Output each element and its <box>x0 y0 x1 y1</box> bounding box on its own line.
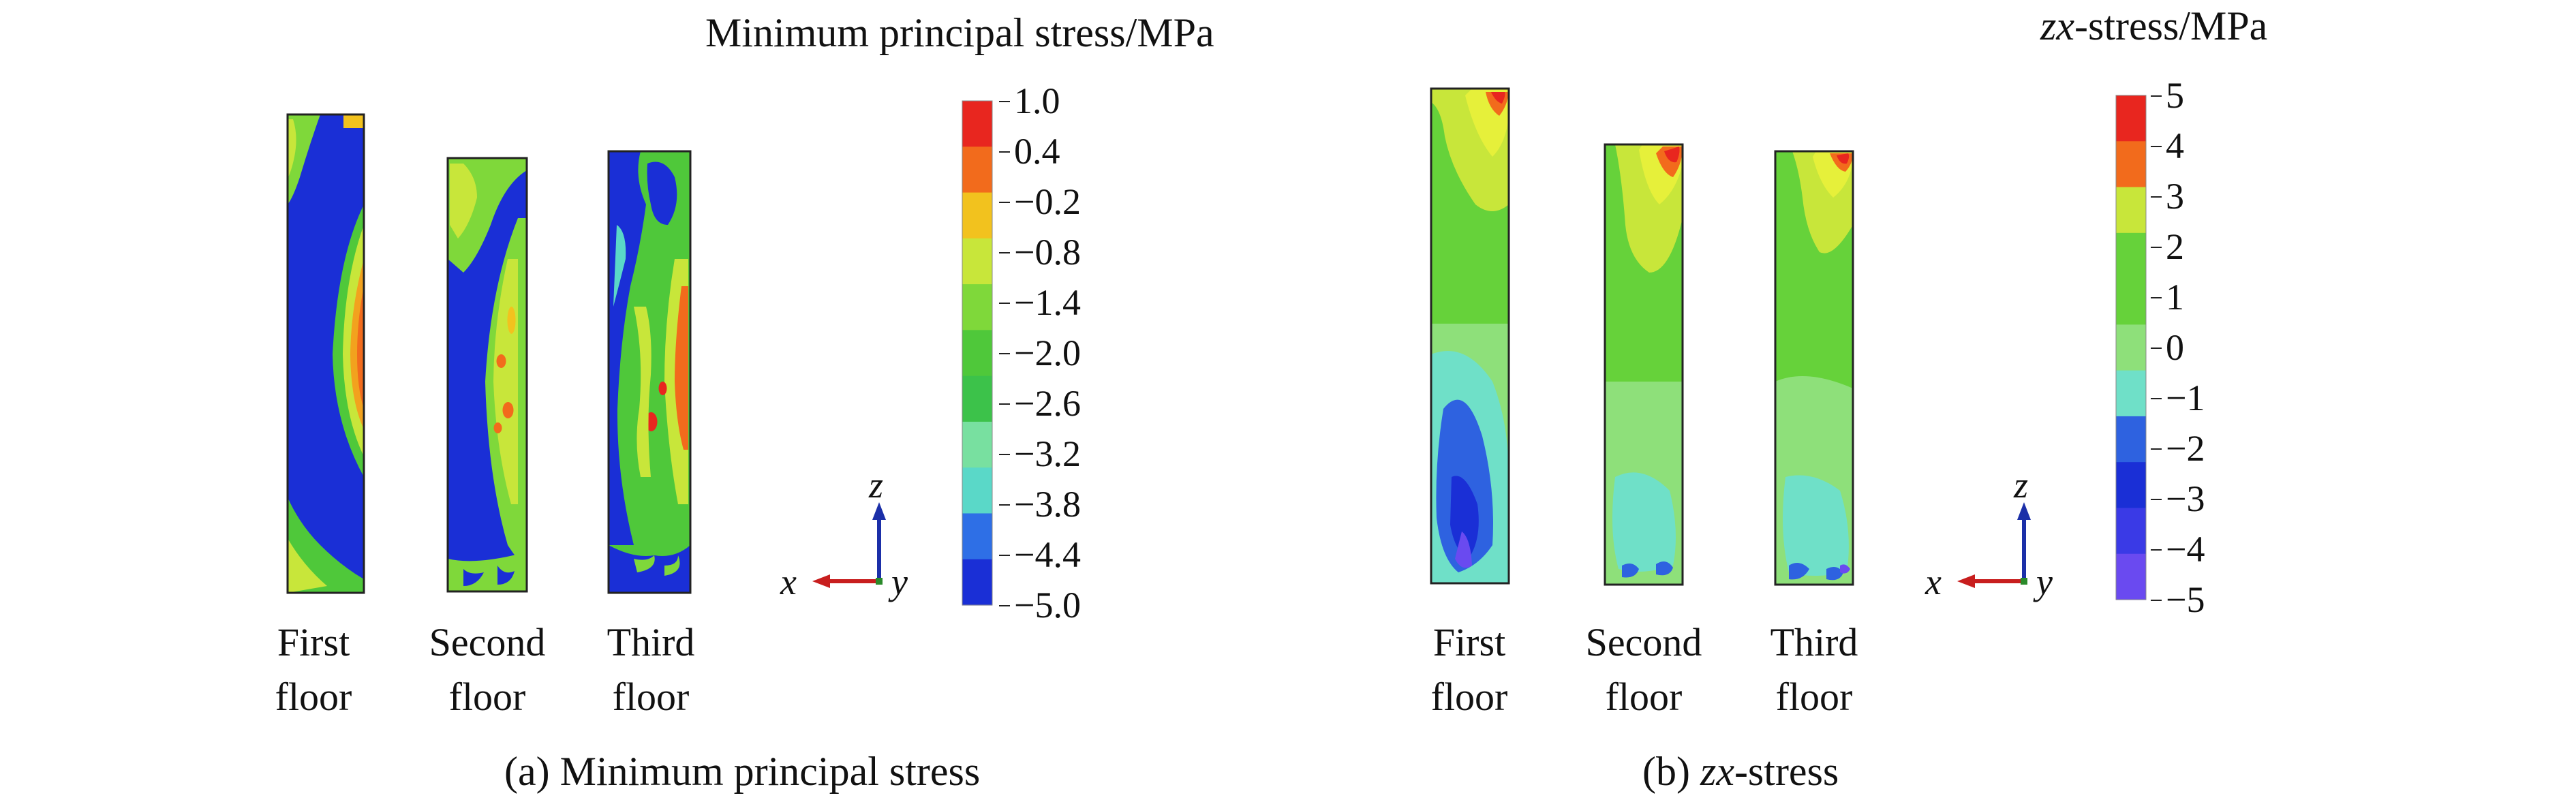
colorbar-tick-label: −0.2 <box>999 181 1081 222</box>
colorbar-segment <box>962 146 992 194</box>
colorbar-segment <box>2116 324 2146 371</box>
floor-label-second-a: Second floor <box>429 620 546 719</box>
colorbar-tick-label: −4 <box>2150 529 2205 570</box>
colorbar-segment <box>962 238 992 285</box>
colorbar-tick-label: −5 <box>2150 579 2205 620</box>
colorbar-segment <box>2116 508 2146 555</box>
axis-label-y-a: y <box>891 561 908 602</box>
colorbar-segment <box>2116 279 2146 325</box>
colorbar-tick-label: 0 <box>2151 327 2184 368</box>
colorbar-segment <box>2116 462 2146 509</box>
colorbar-tick-label: −0.8 <box>999 232 1081 273</box>
colorbar-tick-label: −1.4 <box>999 282 1081 323</box>
colorbar-segment <box>2116 370 2146 417</box>
colorbar-segment <box>962 101 992 147</box>
axis-label-z-a: z <box>869 465 884 506</box>
colorbar-segment <box>2116 187 2146 234</box>
column-second-floor-b <box>1605 144 1683 585</box>
colorbar-tick-label: 1.0 <box>999 80 1060 121</box>
colorbar-segment <box>962 513 992 560</box>
floor-label-first-a: First floor <box>275 620 352 719</box>
colorbar-segment <box>2116 141 2146 188</box>
contour-columns-b <box>1430 87 1854 586</box>
axis-label-y-b: y <box>2036 561 2053 602</box>
colorbar-tick-label: 5 <box>2151 75 2184 116</box>
caption-b: (b) zx-stress <box>1642 749 1839 794</box>
colorbar-tick-label: 1 <box>2151 277 2184 318</box>
colorbar-tick-label: −2.6 <box>999 383 1081 424</box>
colorbar-segment <box>962 192 992 239</box>
panel-zx-stress: zx-stress/MPa <box>1288 0 2576 802</box>
colorbar-tick-label: −3 <box>2150 478 2205 519</box>
contour-columns-a <box>286 113 692 594</box>
floor-label-first-b: First floor <box>1430 620 1508 719</box>
colorbar-segment <box>962 284 992 330</box>
column-second-floor-a <box>448 158 527 591</box>
colorbar-segment <box>2116 232 2146 279</box>
axis-label-x-a: x <box>780 561 797 602</box>
colorbar-title-a: Minimum principal stress/MPa <box>705 10 1214 55</box>
colorbar-segment <box>962 559 992 606</box>
axis-label-x-b: x <box>1925 561 1942 602</box>
colorbar-segment <box>2116 416 2146 463</box>
colorbar-segment <box>962 375 992 422</box>
floor-label-third-a: Third floor <box>607 620 695 719</box>
colorbar-tick-label: 0.4 <box>999 131 1060 172</box>
colorbar-segment <box>2116 95 2146 142</box>
colorbar-tick-label: −1 <box>2150 377 2205 418</box>
colorbar-ticks-a: 1.0 0.4 −0.2 −0.8 −1.4 −2.0 −2.6 −3.2 −3.8 −4.4 −5… <box>999 80 1218 626</box>
colorbar-tick-label: 2 <box>2151 226 2184 267</box>
colorbar-tick-label: −5.0 <box>999 585 1081 626</box>
column-first-floor-a <box>288 114 364 593</box>
colorbar-tick-label: 3 <box>2151 176 2184 217</box>
axis-label-z-b: z <box>2014 465 2029 506</box>
colorbar-tick-label: −2 <box>2150 428 2205 469</box>
column-third-floor-a <box>609 151 690 593</box>
colorbar-segment <box>2116 553 2146 600</box>
caption-a: (a) Minimum principal stress <box>504 749 981 794</box>
colorbar-b <box>2115 95 2147 600</box>
colorbar-segment <box>962 467 992 514</box>
colorbar-tick-label: 4 <box>2151 125 2184 166</box>
colorbar-a <box>962 100 993 606</box>
colorbar-segment <box>962 330 992 377</box>
axis-triad-b <box>1957 502 2031 588</box>
colorbar-tick-label: −2.0 <box>999 333 1081 373</box>
axis-triad-a <box>812 502 886 588</box>
floor-label-second-b: Second floor <box>1585 620 1702 719</box>
colorbar-ticks-b: 5 4 3 2 1 0 −1 −2 −3 −4 −5 <box>2150 75 2302 620</box>
column-third-floor-b <box>1775 151 1853 585</box>
colorbar-title-b: zx-stress/MPa <box>2040 3 2268 48</box>
floor-label-third-b: Third floor <box>1770 620 1858 719</box>
colorbar-tick-label: −4.4 <box>999 534 1081 575</box>
column-first-floor-b <box>1431 89 1509 583</box>
colorbar-segment <box>962 421 992 468</box>
panel-minimum-principal-stress: Minimum principal stress/MPa <box>275 10 1218 794</box>
colorbar-tick-label: −3.2 <box>999 433 1081 474</box>
colorbar-tick-label: −3.8 <box>999 484 1081 525</box>
